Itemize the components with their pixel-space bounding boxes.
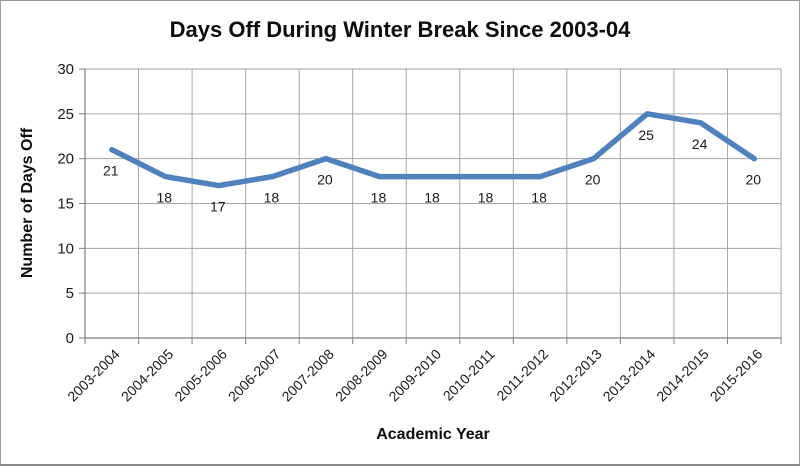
data-label: 18 [157,190,173,206]
data-label: 25 [638,127,654,143]
data-label: 24 [692,136,708,152]
x-tick-label: 2012-2013 [546,346,605,405]
data-label: 17 [210,199,226,215]
data-label: 18 [531,190,547,206]
data-series-line [109,111,757,189]
x-tick-label: 2007-2008 [278,346,337,405]
y-tick-label: 25 [57,106,74,123]
y-tick-label: 30 [57,61,74,78]
x-tick-label: 2010-2011 [440,346,498,404]
x-tick-label: 2004-2005 [118,346,177,405]
data-label: 18 [478,190,494,206]
x-tick-label: 2003-2004 [64,346,123,405]
x-tick-label: 2013-2014 [600,346,659,405]
data-label: 20 [585,172,601,188]
chart-title: Days Off During Winter Break Since 2003-… [169,17,631,42]
data-label: 20 [745,172,761,188]
x-tick-label: 2008-2009 [332,346,391,405]
x-tick-label: 2015-2016 [707,346,766,405]
y-tick-label: 0 [66,330,74,347]
y-tick-label: 15 [57,196,74,213]
y-tick-label: 20 [57,151,74,168]
y-tick-label: 5 [66,285,74,302]
data-label: 18 [424,190,440,206]
y-tick-label: 10 [57,240,74,257]
data-label: 18 [264,190,280,206]
data-label: 21 [103,163,119,179]
x-tick-label: 2011-2012 [493,346,551,404]
x-tick-label: 2006-2007 [225,346,284,405]
x-axis-title: Academic Year [376,426,490,443]
data-label: 20 [317,172,333,188]
data-label: 18 [371,190,387,206]
x-tick-label: 2005-2006 [171,346,230,405]
x-tick-label: 2014-2015 [653,346,712,405]
x-tick-label: 2009-2010 [385,346,444,405]
